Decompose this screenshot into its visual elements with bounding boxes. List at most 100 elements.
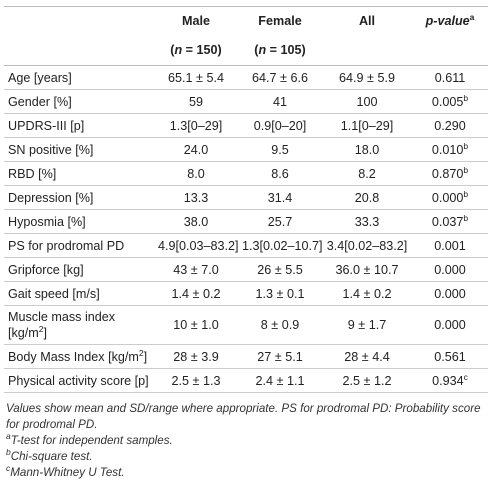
row-label-text: Gender [%] xyxy=(8,94,72,109)
table-cell: 27 ± 5.1 xyxy=(238,344,322,369)
table-row: Physical activity score [p] 2.5 ± 1.3 2.4 … xyxy=(4,368,488,393)
table-cell: 100 xyxy=(322,89,412,114)
pvalue-cell: 0.934c xyxy=(412,368,488,393)
table-cell: 28 ± 3.9 xyxy=(154,344,238,369)
pvalue-cell: 0.611 xyxy=(412,65,488,90)
footnote-mark: b xyxy=(463,212,469,223)
pvalue-cell: 0.000 xyxy=(412,305,488,345)
row-label: Gait speed [m/s] xyxy=(4,281,154,306)
row-label-text: Hyposmia [%] xyxy=(8,214,86,229)
table-cell: 1.1[0–29] xyxy=(322,113,412,138)
row-label-text: Depression [%] xyxy=(8,190,94,205)
footnote-mark: b xyxy=(463,92,469,103)
footnote-mark: a xyxy=(6,431,11,442)
pvalue: 0.000 xyxy=(434,262,466,277)
data-table: Male Female All p-valuea (n = 150) (n = 105) … xyxy=(4,6,488,393)
pvalue: 0.870 xyxy=(431,166,464,181)
row-label: Gender [%] xyxy=(4,89,154,114)
footnote-mark: b xyxy=(6,447,11,458)
table-row: Hyposmia [%] 38.0 25.7 33.3 0.037b xyxy=(4,209,488,234)
row-label: Gripforce [kg] xyxy=(4,257,154,282)
table-cell: 1.4 ± 0.2 xyxy=(322,281,412,306)
table-cell: 1.4 ± 0.2 xyxy=(154,281,238,306)
n-label-part: ( xyxy=(170,43,175,57)
table-cell: 2.4 ± 1.1 xyxy=(238,368,322,393)
pvalue: 0.934 xyxy=(432,373,464,388)
pvalue: 0.037 xyxy=(431,214,464,229)
footnote-mark: b xyxy=(463,140,469,151)
row-label-text: PS for prodromal PD xyxy=(8,238,125,253)
table-cell: 9 ± 1.7 xyxy=(322,305,412,345)
header-row: Male Female All p-valuea xyxy=(4,6,488,36)
table-cell: 1.3[0.02–10.7] xyxy=(238,233,323,258)
row-label-text: UPDRS-III [p] xyxy=(8,118,85,133)
pvalue: 0.000 xyxy=(431,190,464,205)
table-row: Gender [%] 59 41 100 0.005b xyxy=(4,89,488,114)
row-label-text: Muscle mass index [kg/m xyxy=(8,310,116,340)
row-label: Age [years] xyxy=(4,65,154,90)
column-header: Female xyxy=(238,6,322,36)
pvalue-cell: 0.561 xyxy=(412,344,488,369)
footnote: cMann-Whitney U Test. xyxy=(6,464,486,481)
table-cell: 31.4 xyxy=(238,185,322,210)
table-row: SN positive [%] 24.0 9.5 18.0 0.010b xyxy=(4,137,488,162)
table-cell: 28 ± 4.4 xyxy=(322,344,412,369)
table-row: PS for prodromal PD 4.9[0.03–83.2] 1.3[0.0… xyxy=(4,233,488,258)
row-label-text: Physical activity score [p] xyxy=(8,373,149,388)
table-row: RBD [%] 8.0 8.6 8.2 0.870b xyxy=(4,161,488,186)
header-row: (n = 150) (n = 105) xyxy=(4,36,488,66)
footnote-mark: b xyxy=(463,164,469,175)
table-cell: 0.9[0–20] xyxy=(238,113,322,138)
pvalue: 0.001 xyxy=(434,238,466,253)
table-cell: 20.8 xyxy=(322,185,412,210)
pvalue-cell: 0.005b xyxy=(412,89,488,114)
row-label: Body Mass Index [kg/m2] xyxy=(4,344,154,369)
pvalue-cell: 0.037b xyxy=(412,209,488,234)
content: Male Female All p-valuea (n = 150) (n = 105) … xyxy=(4,6,488,481)
row-label: RBD [%] xyxy=(4,161,154,186)
row-label: Muscle mass index [kg/m2] xyxy=(4,305,154,345)
table-cell: 43 ± 7.0 xyxy=(154,257,238,282)
table-cell: 3.4[0.02–83.2] xyxy=(322,233,412,258)
table-header: Male Female All p-valuea (n = 150) (n = 105) xyxy=(4,6,488,66)
pvalue: 0.010 xyxy=(431,142,464,157)
column-header: All xyxy=(322,6,412,36)
table-cell: 24.0 xyxy=(154,137,238,162)
pvalue-label: p-value xyxy=(425,14,470,28)
table-cell: 8 ± 0.9 xyxy=(238,305,322,345)
row-label: Physical activity score [p] xyxy=(4,368,154,393)
n-label-part: n xyxy=(258,43,267,57)
header-cell xyxy=(4,6,154,36)
n-label-part: ( xyxy=(254,43,259,57)
n-label xyxy=(322,36,412,66)
table-cell: 38.0 xyxy=(154,209,238,234)
n-label-part: n xyxy=(174,43,183,57)
pvalue: 0.290 xyxy=(434,118,466,133)
table-cell: 65.1 ± 5.4 xyxy=(154,65,238,90)
row-label-text: ] xyxy=(43,326,48,340)
pvalue: 0.611 xyxy=(434,70,466,85)
footnote: aT-test for independent samples. xyxy=(6,431,486,449)
table-cell: 59 xyxy=(154,89,238,114)
table-cell: 26 ± 5.5 xyxy=(238,257,322,282)
pvalue: 0.561 xyxy=(434,349,466,364)
table-cell: 13.3 xyxy=(154,185,238,210)
pvalue-cell: 0.000 xyxy=(412,257,488,282)
row-label-text: Gait speed [m/s] xyxy=(8,286,100,301)
superscript: 2 xyxy=(138,347,144,358)
row-label: PS for prodromal PD xyxy=(4,233,154,258)
table-cell: 2.5 ± 1.3 xyxy=(154,368,238,393)
table-cell: 8.0 xyxy=(154,161,238,186)
table-cell: 8.6 xyxy=(238,161,322,186)
table-row: UPDRS-III [p] 1.3[0–29] 0.9[0–20] 1.1[0–29]… xyxy=(4,113,488,138)
row-label-text: ] xyxy=(143,349,148,364)
header-cell xyxy=(4,36,154,66)
n-label: (n = 150) xyxy=(154,36,238,66)
table-row: Age [years] 65.1 ± 5.4 64.7 ± 6.6 64.9 ± 5.… xyxy=(4,65,488,90)
table-row: Muscle mass index [kg/m2] 10 ± 1.0 8 ± 0.9… xyxy=(4,305,488,345)
footnote-mark: a xyxy=(469,11,475,22)
pvalue-cell: 0.000b xyxy=(412,185,488,210)
pvalue-cell: 0.010b xyxy=(412,137,488,162)
